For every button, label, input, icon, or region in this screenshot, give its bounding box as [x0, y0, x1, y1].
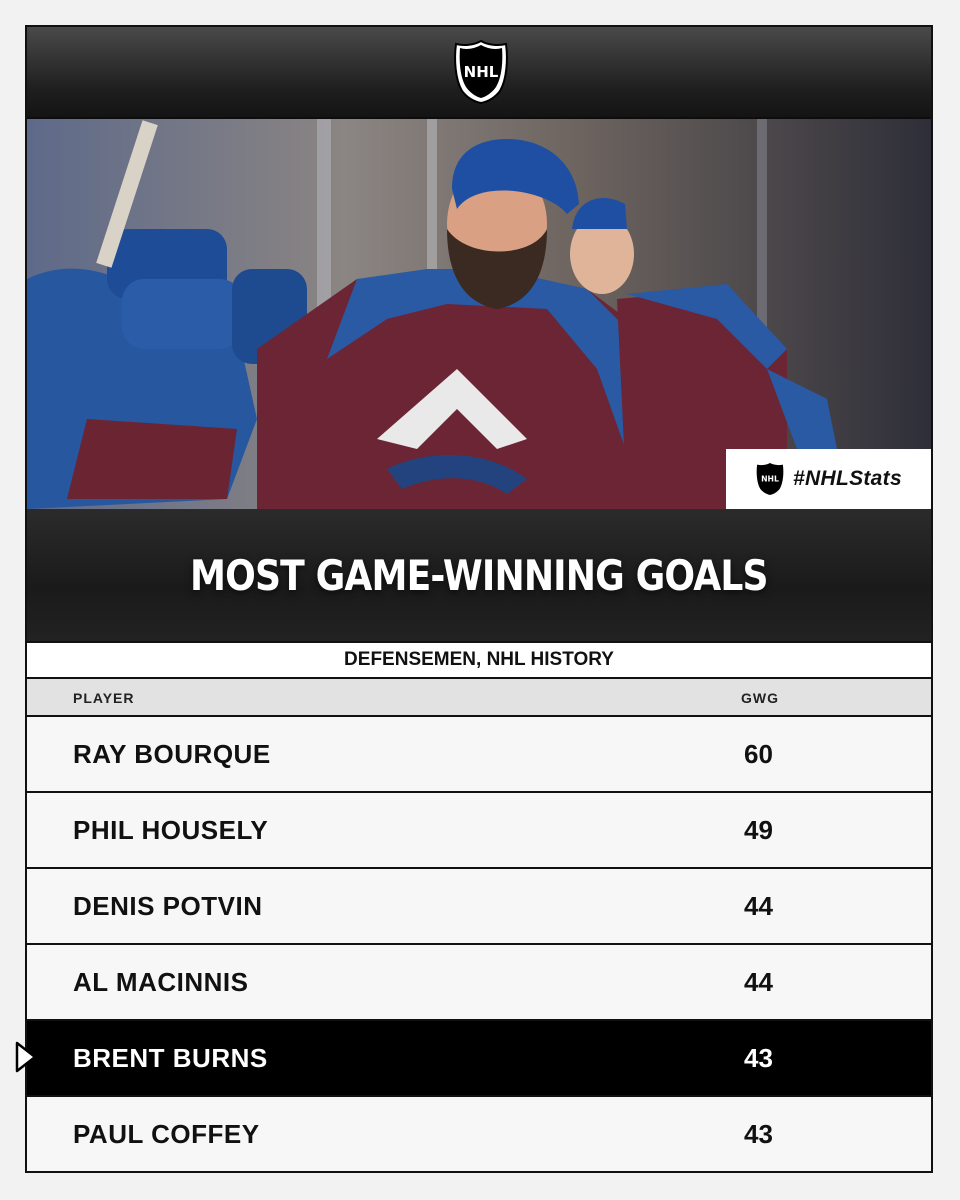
table-row-highlighted: BRENT BURNS 43	[27, 1021, 931, 1097]
column-player: PLAYER	[73, 690, 135, 706]
player-name: RAY BOURQUE	[73, 739, 271, 769]
title-bar: MOST GAME-WINNING GOALS	[27, 509, 931, 641]
player-name: BRENT BURNS	[73, 1043, 268, 1073]
hero-photo: NHL #NHLStats	[27, 119, 931, 509]
column-gwg: GWG	[741, 690, 779, 706]
table-row: PHIL HOUSELY 49	[27, 793, 931, 869]
page-title: MOST GAME-WINNING GOALS	[190, 550, 769, 600]
table-row: DENIS POTVIN 44	[27, 869, 931, 945]
hockey-celebration-image	[27, 119, 931, 509]
player-name: PHIL HOUSELY	[73, 815, 269, 845]
gwg-value: 44	[744, 967, 773, 997]
stats-table: RAY BOURQUE 60 PHIL HOUSELY 49 DENIS POT…	[27, 717, 931, 1171]
table-row: AL MACINNIS 44	[27, 945, 931, 1021]
table-row: PAUL COFFEY 43	[27, 1097, 931, 1171]
header-bar: NHL	[27, 27, 931, 119]
svg-text:NHL: NHL	[761, 475, 779, 484]
svg-text:NHL: NHL	[464, 63, 499, 81]
hashtag-text: #NHLStats	[793, 467, 902, 490]
hashtag-badge: NHL #NHLStats	[726, 449, 931, 509]
gwg-value: 43	[744, 1119, 773, 1149]
table-header: PLAYER GWG	[27, 679, 931, 717]
stat-card: NHL	[25, 25, 933, 1173]
player-name: AL MACINNIS	[73, 967, 249, 997]
subtitle: DEFENSEMEN, NHL HISTORY	[27, 641, 931, 679]
gwg-value: 49	[744, 815, 773, 845]
player-name: PAUL COFFEY	[73, 1119, 260, 1149]
table-row: RAY BOURQUE 60	[27, 717, 931, 793]
highlight-marker-icon	[15, 1041, 37, 1073]
player-name: DENIS POTVIN	[73, 891, 263, 921]
gwg-value: 43	[744, 1043, 773, 1073]
nhl-shield-logo-icon: NHL	[454, 39, 508, 105]
nhl-shield-small-icon: NHL	[756, 463, 784, 495]
gwg-value: 60	[744, 739, 773, 769]
gwg-value: 44	[744, 891, 773, 921]
